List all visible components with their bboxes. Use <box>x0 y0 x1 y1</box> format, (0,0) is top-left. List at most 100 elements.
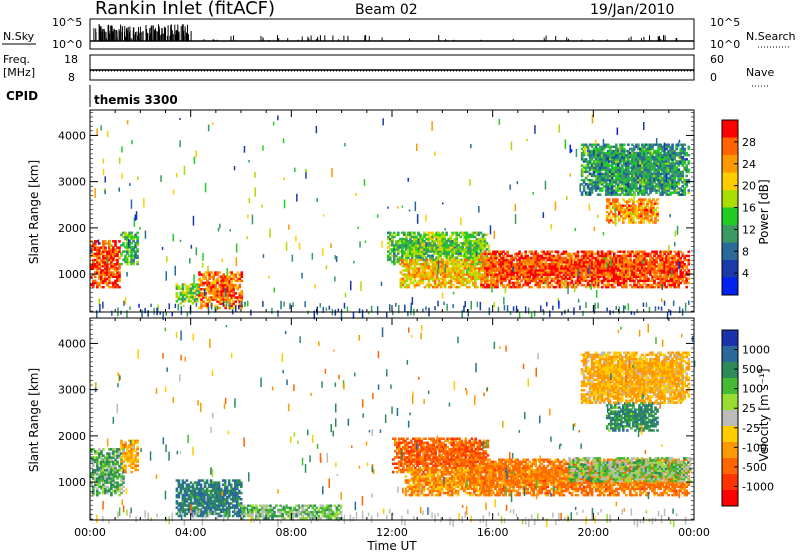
heatmap-cell <box>665 275 668 278</box>
heatmap-cell <box>478 263 481 266</box>
heatmap-cell <box>596 281 600 285</box>
heatmap-cell <box>442 202 444 205</box>
heatmap-cell <box>472 267 475 270</box>
heatmap-cell <box>628 214 631 218</box>
heatmap-cell <box>592 285 596 289</box>
heatmap-cell <box>645 183 648 186</box>
heatmap-cell <box>681 162 684 165</box>
heatmap-cell <box>435 256 438 259</box>
heatmap-cell <box>198 277 201 281</box>
heatmap-cell <box>451 265 455 268</box>
heatmap-cell <box>391 242 394 245</box>
heatmap-cell <box>496 275 499 278</box>
heatmap-cell <box>494 271 497 274</box>
heatmap-cell <box>466 277 469 281</box>
heatmap-cell <box>471 258 475 262</box>
heatmap-cell <box>586 174 590 178</box>
heatmap-cell <box>675 166 678 169</box>
heatmap-cell <box>510 256 513 260</box>
heatmap-cell <box>588 151 592 155</box>
heatmap-cell <box>656 212 659 216</box>
heatmap-cell <box>671 174 674 178</box>
heatmap-cell <box>486 256 489 260</box>
heatmap-cell <box>637 189 640 192</box>
heatmap-cell <box>322 248 324 256</box>
heatmap-cell <box>669 168 672 171</box>
heatmap-cell <box>667 281 670 285</box>
heatmap-cell <box>625 174 628 178</box>
heatmap-cell <box>421 273 425 276</box>
heatmap-cell <box>102 240 105 243</box>
heatmap-cell <box>492 279 495 283</box>
heatmap-cell <box>632 210 635 214</box>
heatmap-cell <box>582 283 586 287</box>
heatmap-cell <box>463 231 467 235</box>
heatmap-cell <box>623 162 626 165</box>
heatmap-cell <box>96 246 99 249</box>
heatmap-cell <box>425 256 428 259</box>
heatmap-cell <box>421 252 424 255</box>
heatmap-cell <box>451 277 455 281</box>
heatmap-cell <box>92 260 95 264</box>
heatmap-cell <box>621 271 624 274</box>
heatmap-cell <box>492 252 495 256</box>
heatmap-cell <box>627 277 630 281</box>
heatmap-cell <box>508 267 511 270</box>
heatmap-cell <box>98 277 101 281</box>
heatmap-cell <box>623 168 626 171</box>
heatmap-cell <box>615 149 618 153</box>
heatmap-cell <box>674 241 676 247</box>
heatmap-cell <box>116 277 119 281</box>
heatmap-cell <box>586 145 590 149</box>
heatmap-cell <box>179 287 183 290</box>
heatmap-cell <box>512 265 515 268</box>
heatmap-cell <box>617 193 620 196</box>
heatmap-cell <box>562 271 566 274</box>
heatmap-cell <box>465 233 469 237</box>
heatmap-cell <box>647 269 650 272</box>
heatmap-cell <box>588 203 591 211</box>
heatmap-cell <box>437 256 440 259</box>
heatmap-cell <box>226 281 229 285</box>
heatmap-cell <box>232 306 235 310</box>
heatmap-cell <box>522 283 525 287</box>
heatmap-cell <box>673 176 676 180</box>
heatmap-cell <box>492 260 495 264</box>
heatmap-cell <box>524 275 527 278</box>
heatmap-cell <box>108 240 111 243</box>
heatmap-cell <box>417 273 421 276</box>
heatmap-cell <box>588 275 592 278</box>
heatmap-cell <box>485 242 489 245</box>
heatmap-cell <box>405 283 409 287</box>
heatmap-cell <box>619 269 622 272</box>
heatmap-cell <box>602 258 606 262</box>
heatmap-cell <box>516 275 519 278</box>
heatmap-cell <box>608 168 612 171</box>
heatmap-cell <box>653 168 656 171</box>
heatmap-cell <box>409 263 413 266</box>
heatmap-cell <box>102 252 105 256</box>
heatmap-cell <box>423 233 426 237</box>
heatmap-cell <box>100 246 103 249</box>
heatmap-cell <box>433 244 436 247</box>
heatmap-cell <box>120 252 123 255</box>
heatmap-cell <box>687 263 691 266</box>
heatmap-cell <box>615 166 618 169</box>
heatmap-cell <box>431 258 434 262</box>
heatmap-cell <box>641 271 644 274</box>
heatmap-cell <box>540 256 544 260</box>
heatmap-cell <box>586 269 590 272</box>
heatmap-cell <box>687 160 691 163</box>
heatmap-cell <box>632 219 635 222</box>
heatmap-cell <box>387 250 390 253</box>
heatmap-cell <box>588 263 592 266</box>
heatmap-cell <box>494 275 497 278</box>
heatmap-cell <box>482 279 485 283</box>
heatmap-cell <box>453 248 456 251</box>
heatmap-cell <box>685 181 688 184</box>
heatmap-cell <box>657 263 660 266</box>
heatmap-cell <box>636 208 639 212</box>
heatmap-cell <box>582 267 586 270</box>
heatmap-cell <box>602 263 606 266</box>
heatmap-cell <box>618 217 621 220</box>
